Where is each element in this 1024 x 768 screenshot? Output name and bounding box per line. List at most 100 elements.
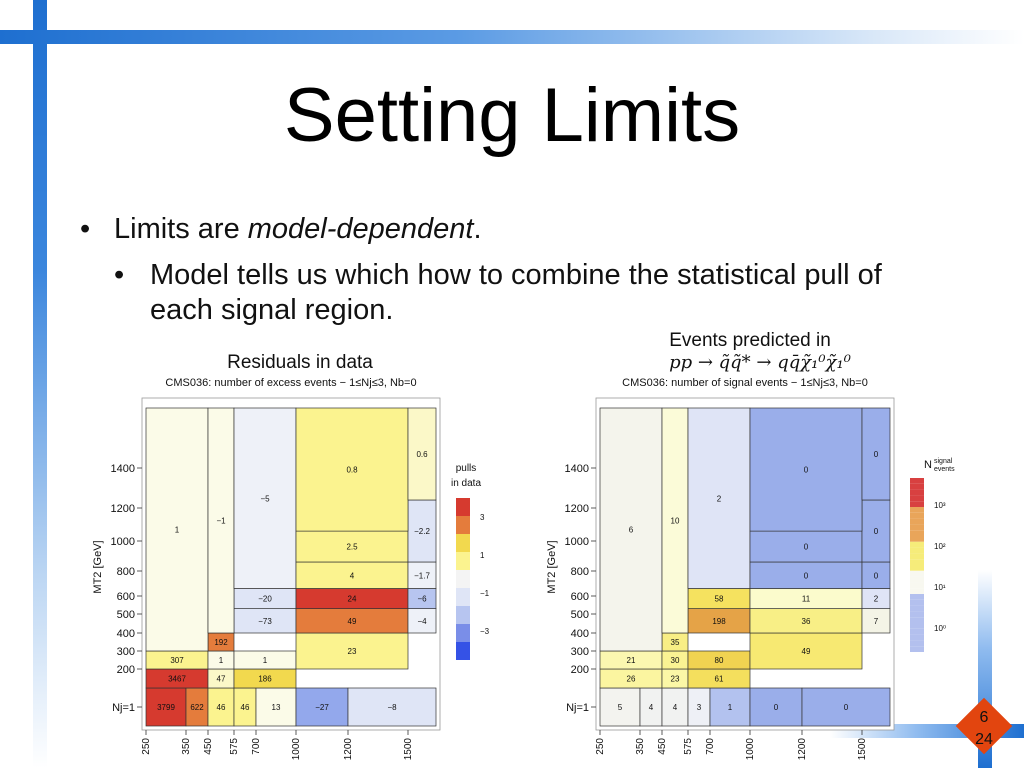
legend-swatch [910, 628, 924, 635]
heatmap-cell-label: 21 [627, 656, 636, 665]
legend-swatch [910, 478, 924, 484]
x-tick-label: 1500 [403, 738, 414, 761]
heatmap-cell [295, 687, 349, 727]
legend-tick: 10¹ [934, 583, 946, 592]
legend-swatch [456, 642, 470, 660]
legend-tick: 3 [480, 513, 485, 522]
x-tick-label: 575 [229, 738, 240, 755]
heatmap-cell-label: 3 [697, 703, 702, 712]
x-tick-label: 250 [141, 738, 152, 755]
heatmap-cell [207, 687, 235, 727]
bullet-1-text: Limits are [114, 213, 248, 245]
heatmap-cell-label: 49 [348, 617, 357, 626]
legend-swatch [456, 570, 470, 588]
legend-swatch [456, 498, 470, 516]
legend-swatch [910, 483, 924, 490]
legend-swatch [910, 582, 924, 589]
heatmap-cell-label: 0 [804, 466, 809, 475]
legend-tick: 10² [934, 542, 946, 551]
heatmap-cell-label: 0 [804, 571, 809, 580]
legend-swatch [910, 553, 924, 560]
y-tick-label: 800 [117, 566, 135, 578]
heatmap-cell-label: 30 [671, 656, 680, 665]
x-tick-label: 1000 [745, 738, 756, 761]
y-tick-label: 800 [571, 566, 589, 578]
legend-swatch [910, 559, 924, 565]
x-tick-label: 350 [181, 738, 192, 755]
heatmap-cell-label: −73 [258, 617, 272, 626]
legend-swatch [910, 623, 924, 629]
legend-swatch [910, 541, 924, 548]
heatmap-cell-label: 622 [190, 703, 204, 712]
x-tick-label: 350 [635, 738, 646, 755]
legend-swatch [910, 611, 924, 618]
y-tick-label: 200 [571, 664, 589, 676]
heatmap-cell-label: 198 [712, 617, 726, 626]
page-badge: 6 24 [955, 697, 1013, 755]
x-tick-label: 1200 [343, 738, 354, 761]
x-tick-label: 1200 [797, 738, 808, 761]
y-tick-label: 200 [117, 664, 135, 676]
heatmap-cell-label: 3467 [168, 675, 186, 684]
legend-tick: −3 [480, 627, 490, 636]
y-tick-label: 1200 [111, 503, 135, 515]
y-tick-label: 1000 [565, 536, 589, 548]
heatmap-cell-label: −27 [315, 703, 329, 712]
bullet-1-suffix: . [473, 213, 482, 245]
heatmap-cell-label: 49 [802, 647, 811, 656]
left-heatmap: CMS036: number of excess events − 1≤Nj≤3… [92, 377, 490, 761]
heatmap-cell-label: 13 [272, 703, 281, 712]
legend-swatch [910, 547, 924, 554]
heatmap-cell-label: 0 [774, 703, 779, 712]
heatmap-cell-label: 307 [170, 656, 184, 665]
heatmap-cell-label: 6 [629, 526, 634, 535]
legend-tick: 10⁰ [934, 624, 946, 633]
legend-swatch [456, 588, 470, 606]
y-tick-label: Nj=1 [112, 702, 135, 714]
bullet-2-text: Model tells us which how to combine the … [150, 259, 882, 326]
heatmap-cell [295, 608, 409, 634]
heatmap-cell [145, 407, 209, 652]
x-tick-label: 250 [595, 738, 606, 755]
heatmap-cell-label: 47 [217, 675, 226, 684]
heatmap-cell-label: 36 [802, 617, 811, 626]
heatmap-cell [207, 407, 235, 634]
page-number: 6 [979, 709, 989, 726]
y-tick-label: 1400 [111, 463, 135, 475]
legend-tick: 1 [480, 551, 485, 560]
legend-swatch [910, 495, 924, 502]
heatmap-cell [145, 687, 187, 727]
legend-swatch [910, 646, 924, 652]
heatmap-cell-label: 4 [673, 703, 678, 712]
bullet-2-dot: • [114, 259, 125, 291]
legend-title: in data [451, 478, 481, 489]
y-tick-label: 500 [571, 609, 589, 621]
heatmap-cell-label: −1.7 [414, 571, 430, 580]
x-tick-label: 575 [683, 738, 694, 755]
right-plot-caption: Events predicted in [669, 330, 831, 351]
heatmap-cell-label: 4 [649, 703, 654, 712]
heatmap-cell-label: −4 [417, 617, 427, 626]
heatmap-cell [861, 499, 891, 563]
heatmap-cell-label: 10 [671, 517, 680, 526]
slide-title: Setting Limits [283, 73, 741, 158]
legend-swatch [910, 530, 924, 536]
x-tick-label: 700 [705, 738, 716, 755]
heatmap-cell-label: −8 [387, 703, 397, 712]
legend-swatch [456, 516, 470, 534]
legend-title: pulls [456, 463, 477, 474]
heatmap-cell-label: 5 [618, 703, 623, 712]
heatmap-cell-label: 46 [241, 703, 250, 712]
heatmap-cell-label: 0 [874, 527, 879, 536]
heatmap-cell-label: 35 [671, 638, 680, 647]
left-plot-caption: Residuals in data [227, 352, 373, 373]
heatmap-cell-label: 46 [217, 703, 226, 712]
y-tick-label: 300 [571, 646, 589, 658]
heatmap-cell-label: 1 [263, 656, 268, 665]
heatmap-cell [407, 499, 437, 563]
heatmap-cell-label: 1 [219, 656, 224, 665]
legend-swatch [910, 588, 924, 594]
heatmap-cell [861, 407, 891, 501]
legend-swatch [910, 570, 924, 577]
